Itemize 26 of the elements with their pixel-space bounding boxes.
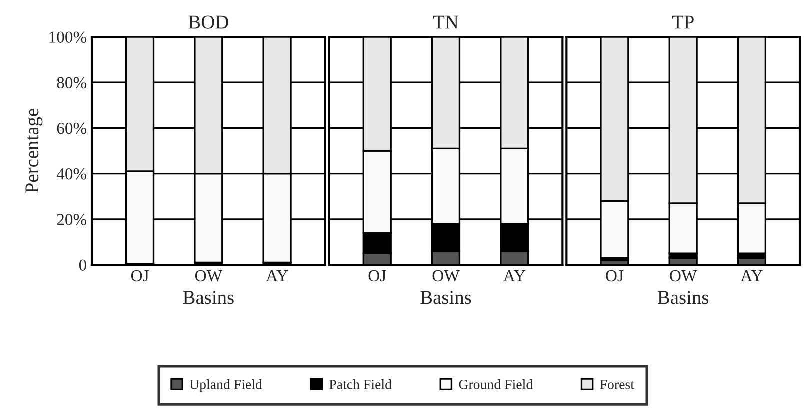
y-tick-label: 80% [57, 77, 87, 89]
legend-label: Ground Field [459, 380, 533, 390]
x-tick-label: AY [740, 270, 763, 282]
x-tick-label: OW [195, 270, 223, 282]
y-tick-label: 0 [79, 260, 87, 271]
x-axis-title: Basins [658, 291, 709, 304]
y-tick-label: 100% [50, 32, 87, 43]
chart-title: BOD [188, 16, 228, 29]
x-tick-label: OW [670, 270, 698, 282]
x-tick-label: OW [432, 270, 460, 282]
x-tick-label: AY [504, 270, 526, 282]
y-tick-label: 40% [56, 168, 87, 180]
x-tick-label: OJ [368, 270, 386, 282]
chart-title: TP [672, 16, 694, 29]
legend-label: Upland Field [190, 380, 262, 392]
y-tick-label: 60% [57, 122, 87, 134]
y-axis-title: Percentage [26, 109, 43, 194]
x-tick-label: OJ [606, 270, 624, 282]
x-axis-title: Basins [183, 291, 234, 304]
x-tick-label: AY [266, 270, 288, 282]
legend-label: Patch Field [330, 380, 392, 390]
x-axis-title: Basins [420, 291, 472, 304]
legend-label: Forest [600, 380, 634, 390]
chart-title: TN [433, 16, 459, 29]
y-tick-label: 20% [57, 214, 87, 226]
x-tick-label: OJ [131, 270, 149, 282]
